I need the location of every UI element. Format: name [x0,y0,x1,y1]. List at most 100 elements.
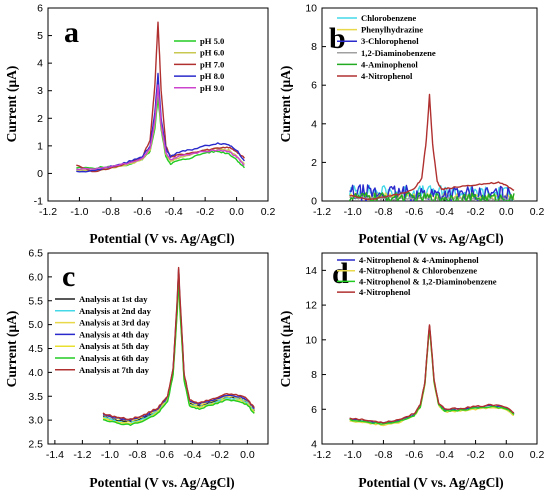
x-tick-label: -0.8 [102,206,120,218]
legend-label: pH 5.0 [200,36,224,46]
y-tick-label: 4 [311,118,317,130]
x-tick-label: -1.2 [39,206,57,218]
y-tick-label: 3.0 [28,415,43,427]
legend-label: Analysis at 2nd day [79,306,152,316]
legend-label: pH 9.0 [200,83,224,93]
x-tick-label: -0.4 [165,206,183,218]
x-tick-label: -0.4 [436,449,454,461]
legend-label: 4-Aminophenol [361,59,418,69]
series-line [349,326,515,425]
y-tick-label: 2 [311,157,317,169]
x-tick-label: -0.6 [405,206,423,218]
legend-label: 3-Chlorophenol [361,36,419,46]
x-tick-label: -1.0 [344,449,362,461]
y-tick-label: 1 [37,140,43,152]
x-tick-label: -1.0 [344,206,362,218]
legend-label: Analysis at 1st day [79,294,148,304]
y-tick-label: 0 [37,168,43,180]
legend-label: 4-Nitrophenol [361,71,413,81]
legend-label: 4-Nitrophenol & Chlorobenzene [359,266,477,276]
series-group [348,93,515,201]
legend-label: Chlorobenzene [361,13,416,23]
series-group [349,324,515,427]
y-tick-label: 3.5 [28,391,43,403]
panel-d: -1.2 -1.0 -0.8 -0.6 -0.4 -0.2 0.0 0.2 4 6 8 10 12 14 P… [278,252,545,490]
x-axis-label: Potential (V vs. Ag/AgCl) [89,231,234,246]
y-axis-label: Current (μA) [278,66,293,143]
series-line [102,266,255,421]
x-tick-label: -0.4 [436,206,454,218]
x-tick-label: -1.4 [46,449,64,461]
y-tick-label: 6 [311,80,317,92]
y-tick-label: 6 [311,404,317,416]
y-tick-label: 4 [37,58,43,70]
x-tick-label: 0.2 [530,449,545,461]
x-tick-label: -0.2 [467,449,485,461]
series-line [76,72,245,173]
x-tick-label: -0.2 [211,449,229,461]
y-tick-label: 8 [311,41,317,53]
legend-label: Analysis at 6th day [79,353,150,363]
y-tick-label: 14 [305,265,317,277]
legend-label: 4-Nitrophenol & 4-Aminophenol [359,255,479,265]
legend-label: pH 6.0 [200,48,224,58]
y-tick-label: 6.0 [28,271,43,283]
series-line [349,184,514,201]
y-tick-label: 2 [37,113,43,125]
series-group [102,266,255,426]
x-tick-label: -0.2 [467,206,485,218]
legend-label: Analysis at 7th day [79,365,150,375]
legend-label: 4-Nitrophenol & 1,2-Diaminobenzene [359,276,497,286]
y-tick-label: 4 [311,439,317,451]
x-tick-label: -0.2 [196,206,214,218]
plot-frame [321,7,538,202]
x-tick-label: 0.2 [261,206,276,218]
x-tick-label: -1.2 [313,449,331,461]
x-tick-label: 0.0 [499,206,514,218]
legend-label: 4-Nitrophenol [359,287,411,297]
x-tick-label: -1.0 [101,449,119,461]
y-tick-label: 3 [37,85,43,97]
x-tick-label: -0.6 [156,449,174,461]
legend-label: Analysis at 4th day [79,329,150,339]
panel-b: -1.2 -1.0 -0.8 -0.6 -0.4 -0.2 0.0 0.2 0 2 4 6 8 10 Pot… [278,3,544,247]
series-line [349,324,515,424]
y-tick-label: 5 [37,30,43,42]
y-axis-label: Current (μA) [4,311,19,388]
x-tick-label: -0.6 [133,206,151,218]
y-tick-label: 4.5 [28,343,43,355]
panel-letter: d [332,257,349,290]
x-tick-label: -0.8 [128,449,146,461]
x-tick-label: -0.8 [374,449,392,461]
y-axis-label: Current (μA) [278,311,293,388]
panel-a: -1.2 -1.0 -0.8 -0.6 -0.4 -0.2 0.0 0.2 -1 0 1 2 3 4 5 6 P… [4,3,275,247]
y-tick-label: 5.0 [28,319,43,331]
legend-label: pH 8.0 [200,71,224,81]
legend-label: 1,2-Diaminobenzene [361,48,436,58]
x-tick-label: 0.0 [499,449,514,461]
legend-label: pH 7.0 [200,59,224,69]
y-tick-label: 10 [305,3,317,15]
y-tick-label: 2.5 [28,439,43,451]
series-line [348,192,515,201]
series-group [76,21,245,173]
x-tick-label: 0.0 [229,206,244,218]
series-line [76,84,245,171]
x-tick-label: -0.6 [405,449,423,461]
y-axis-label: Current (μA) [4,66,19,143]
series-line [349,326,515,427]
x-tick-label: -1.2 [313,206,331,218]
x-axis-label: Potential (V vs. Ag/AgCl) [89,475,234,490]
panel-letter: c [62,260,75,293]
y-tick-label: 10 [305,334,317,346]
y-tick-label: -1 [34,196,43,208]
y-tick-label: 4.0 [28,367,43,379]
x-tick-label: 0.0 [240,449,255,461]
series-line [349,93,515,200]
panel-letter: b [329,22,346,55]
legend-label: Phenylhydrazine [361,25,423,35]
plot-frame [321,252,538,445]
panel-letter: a [64,16,79,49]
y-tick-label: 0 [311,196,317,208]
x-tick-label: -1.2 [73,449,91,461]
